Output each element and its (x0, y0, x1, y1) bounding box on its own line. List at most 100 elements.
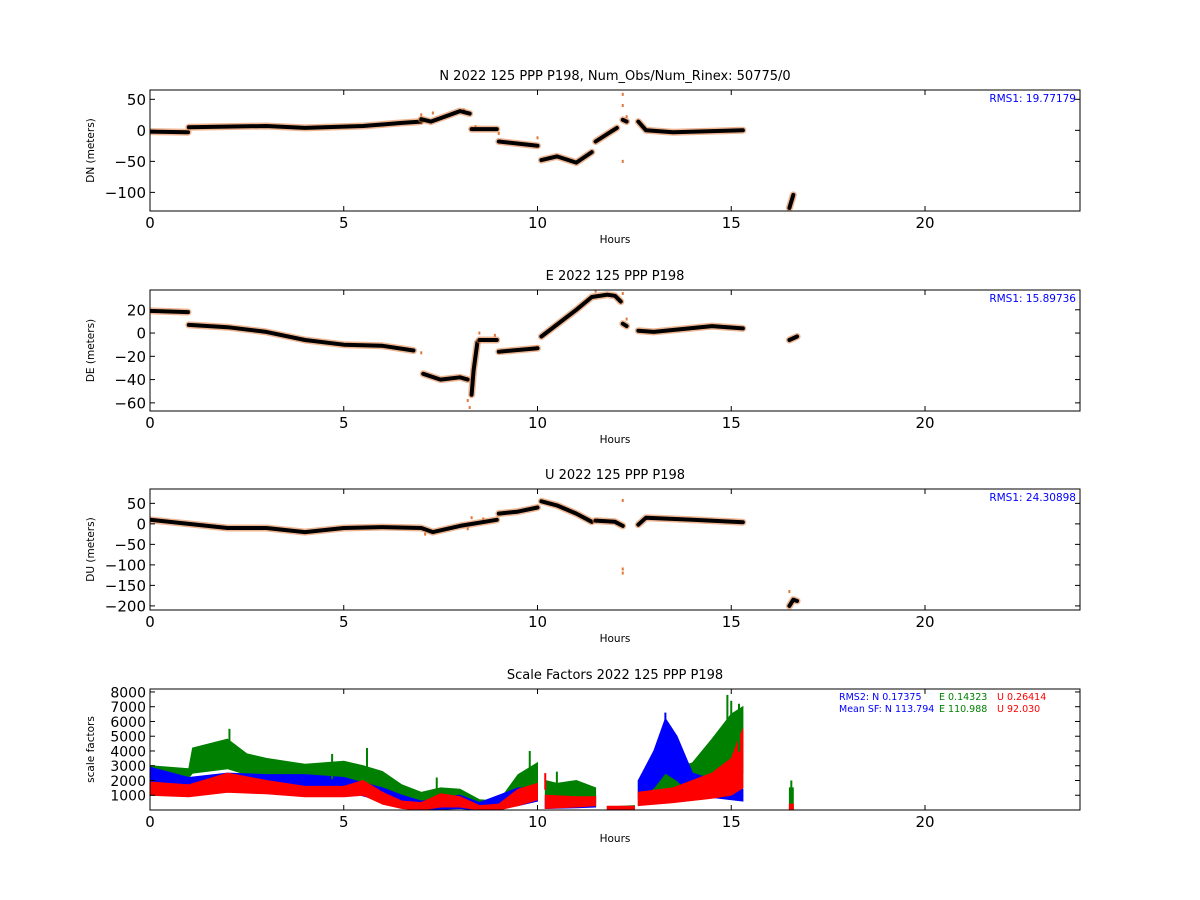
chart-title: N 2022 125 PPP P198, Num_Obs/Num_Rinex: … (439, 69, 790, 84)
panel-frame (149, 688, 1081, 811)
x-tick-label: 5 (339, 613, 349, 631)
track-line (593, 518, 625, 528)
y-tick-label: 4000 (110, 744, 146, 760)
x-axis-label: Hours (600, 234, 631, 246)
track-line (186, 322, 416, 353)
outlier-point (594, 290, 597, 293)
plot-area (150, 694, 794, 810)
y-tick-label: 3000 (110, 759, 146, 775)
y-tick-label: −50 (114, 153, 146, 171)
panel-2: U 2022 125 PPP P198 Hours DU (meters) 0 5 10 1… (85, 468, 1081, 645)
y-tick-label: −50 (114, 536, 146, 554)
x-tick-label: 10 (528, 813, 547, 831)
track-line (620, 321, 629, 329)
rms2-u-label: U 0.26414 (997, 692, 1046, 703)
y-tick-label: −20 (114, 348, 146, 366)
sf-spike (738, 703, 740, 752)
panel-1: E 2022 125 PPP P198 Hours DE (meters) 0 5 10 1… (85, 269, 1081, 446)
meansf-n-label: Mean SF: N 113.794 (839, 704, 934, 715)
track-line (787, 334, 800, 342)
track-line (150, 129, 190, 135)
y-tick-label: 2000 (110, 774, 146, 790)
x-tick-label: 20 (915, 813, 934, 831)
track-line (150, 517, 499, 535)
rms2-n-label: RMS2: N 0.17375 (839, 692, 922, 703)
track-line (421, 371, 470, 382)
y-tick-label: 50 (127, 495, 146, 513)
track-line (419, 109, 472, 124)
y-tick-label: −40 (114, 371, 146, 389)
outlier-point (468, 406, 471, 410)
track-line (620, 117, 629, 124)
x-tick-label: 10 (528, 414, 547, 432)
series-U-band (544, 794, 597, 810)
y-tick-label: 0 (136, 515, 146, 533)
track-line (539, 499, 594, 524)
plot-area (150, 92, 797, 211)
outlier-point (621, 291, 624, 295)
x-tick-label: 20 (915, 613, 934, 631)
x-tick-label: 0 (145, 214, 155, 232)
panel-frame (149, 89, 1081, 212)
y-tick-label: −100 (105, 556, 146, 574)
outlier-point (420, 113, 423, 117)
x-tick-label: 20 (915, 414, 934, 432)
track-line (787, 192, 796, 210)
plot-area (150, 290, 801, 410)
outlier-point (621, 159, 624, 163)
outlier-point (536, 136, 539, 140)
track-line (636, 515, 745, 527)
x-tick-label: 0 (145, 813, 155, 831)
outlier-point (621, 567, 624, 571)
x-tick-label: 15 (722, 813, 741, 831)
series-U-band (637, 728, 744, 807)
sf-spike (664, 712, 667, 757)
y-axis-label: DE (meters) (85, 319, 97, 382)
track-line (636, 119, 745, 135)
outlier-point (625, 317, 628, 321)
outlier-point (621, 571, 624, 575)
meansf-e-label: E 110.988 (939, 704, 987, 715)
sf-spike (730, 700, 733, 750)
chart-title: E 2022 125 PPP P198 (546, 269, 685, 284)
x-tick-label: 5 (339, 813, 349, 831)
y-axis-label: DU (meters) (85, 517, 97, 581)
x-axis-label: Hours (600, 434, 631, 446)
sf-spike (528, 750, 531, 778)
outlier-point (466, 527, 469, 531)
y-tick-label: 0 (136, 325, 146, 343)
track-line (496, 505, 540, 516)
rms1-annotation: RMS1: 19.77179 (989, 93, 1076, 105)
chart-title: U 2022 125 PPP P198 (545, 468, 685, 483)
x-tick-label: 5 (339, 214, 349, 232)
track-line (539, 150, 594, 165)
outlier-point (478, 331, 481, 335)
y-axis-label: DN (meters) (85, 118, 97, 183)
x-tick-label: 10 (528, 613, 547, 631)
sf-spike (228, 728, 231, 766)
outlier-point (493, 333, 496, 337)
x-tick-label: 0 (145, 613, 155, 631)
track-line (539, 292, 623, 339)
panel-frame (149, 289, 1081, 412)
y-tick-label: 20 (127, 301, 146, 319)
outlier-point (420, 351, 423, 355)
sf-spike (435, 777, 438, 793)
series-U-band (788, 803, 794, 810)
sf-spike (726, 694, 729, 747)
rms1-annotation: RMS1: 24.30898 (989, 492, 1076, 504)
outlier-point (621, 104, 624, 108)
track-line (496, 346, 540, 354)
track-line (593, 125, 619, 144)
y-axis-label: scale factors (85, 716, 97, 783)
y-tick-label: 8000 (110, 685, 146, 701)
series-U-band (606, 805, 635, 810)
x-tick-label: 10 (528, 214, 547, 232)
sf-spike (790, 780, 793, 794)
track-line (150, 308, 190, 315)
plot-area (150, 497, 801, 610)
sf-spike (544, 773, 547, 790)
track-line (469, 340, 480, 397)
outlier-point (621, 92, 624, 96)
y-tick-label: −60 (114, 394, 146, 412)
